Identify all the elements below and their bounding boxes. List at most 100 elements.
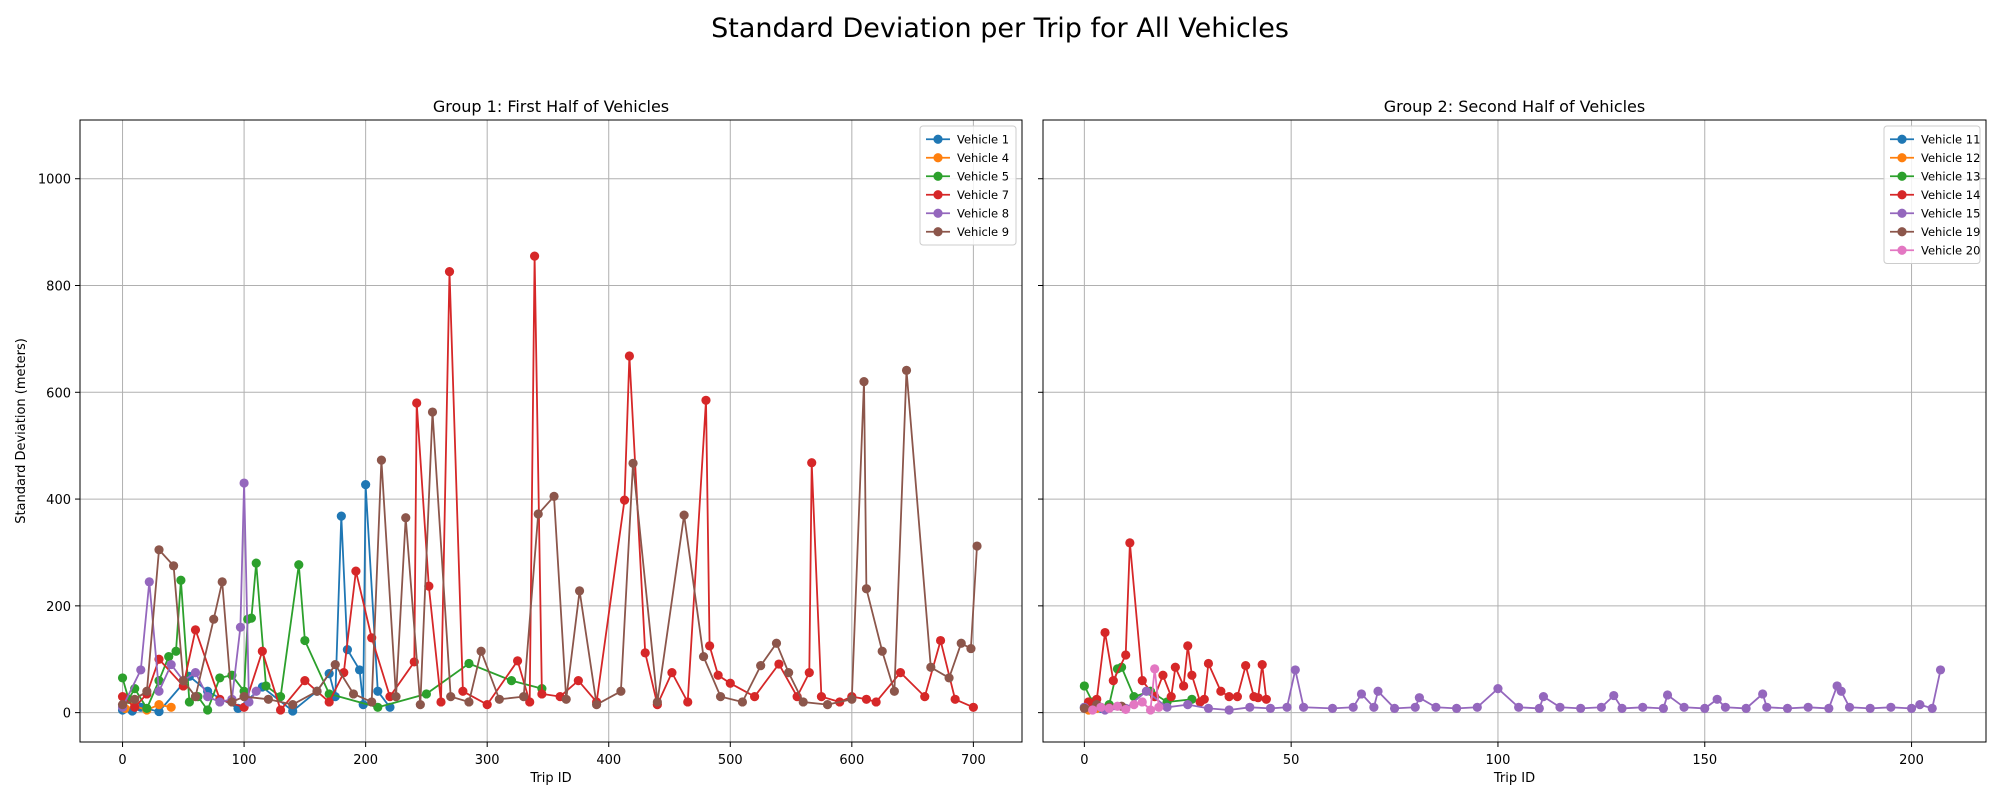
data-point <box>895 667 906 678</box>
legend-swatch-marker <box>933 190 943 200</box>
legend-swatch-marker <box>1897 245 1907 255</box>
data-point <box>1824 703 1834 713</box>
data-point <box>1298 702 1309 712</box>
data-point <box>1369 702 1379 712</box>
legend-item: Vehicle 15 <box>1890 206 1980 220</box>
data-point <box>166 702 176 712</box>
data-point <box>652 697 662 707</box>
data-point <box>901 365 912 376</box>
data-point <box>640 648 650 658</box>
data-point <box>427 407 438 417</box>
data-point <box>263 694 273 704</box>
data-point <box>1906 703 1917 713</box>
legend-swatch-marker <box>1897 153 1907 163</box>
data-point <box>215 673 225 683</box>
data-point <box>944 673 954 683</box>
data-point <box>239 478 249 488</box>
data-point <box>1170 662 1180 672</box>
data-point <box>1199 694 1209 704</box>
data-point <box>464 697 474 707</box>
data-point <box>667 667 677 678</box>
data-point <box>1121 650 1131 660</box>
data-point <box>816 692 827 702</box>
legend-swatch-marker <box>933 227 943 237</box>
data-point <box>190 667 201 678</box>
data-point <box>1088 705 1098 715</box>
x-tick-label: 150 <box>1692 753 1717 768</box>
data-point <box>1927 703 1937 713</box>
legend-swatch-marker <box>1897 208 1907 218</box>
series-vehicle-8 <box>117 478 261 712</box>
legend-item: Vehicle 1 <box>926 132 1009 146</box>
legend-label: Vehicle 15 <box>1921 206 1980 220</box>
data-point <box>771 638 782 648</box>
data-point <box>436 697 446 707</box>
data-point <box>275 705 286 715</box>
data-point <box>1348 702 1358 712</box>
figure-title: Standard Deviation per Trip for All Vehi… <box>711 13 1289 44</box>
data-point <box>1414 693 1424 703</box>
data-point <box>154 545 164 555</box>
y-tick-label: 1000 <box>38 173 71 188</box>
data-point <box>1224 705 1234 715</box>
x-tick-label: 400 <box>596 753 621 768</box>
y-tick-label: 200 <box>46 600 71 615</box>
data-point <box>1079 681 1089 691</box>
data-point <box>168 561 179 571</box>
series-line <box>121 483 257 708</box>
plot-area <box>117 251 982 717</box>
data-point <box>1183 700 1193 710</box>
legend-label: Vehicle 14 <box>1921 188 1980 202</box>
data-point <box>458 686 468 696</box>
data-point <box>1290 665 1300 675</box>
data-point <box>1216 686 1226 696</box>
data-point <box>1700 703 1710 713</box>
legend-swatch-marker <box>933 208 943 218</box>
data-point <box>774 659 784 669</box>
data-point <box>336 511 346 521</box>
data-point <box>217 577 227 587</box>
data-point <box>529 251 540 261</box>
data-point <box>1104 703 1114 713</box>
data-point <box>683 697 693 707</box>
data-point <box>1836 686 1846 696</box>
data-point <box>354 665 365 675</box>
legend-swatch-marker <box>1897 134 1907 144</box>
data-point <box>701 395 711 405</box>
data-point <box>1253 693 1263 703</box>
data-point <box>446 692 456 702</box>
data-point <box>171 646 181 656</box>
data-point <box>1514 702 1524 712</box>
data-point <box>1865 703 1875 713</box>
data-point <box>1534 703 1544 713</box>
y-tick-label: 800 <box>46 280 71 295</box>
data-point <box>968 702 978 712</box>
data-point <box>807 458 817 468</box>
x-axis-label: Trip ID <box>1493 771 1535 786</box>
data-point <box>1638 702 1648 712</box>
data-point <box>178 676 188 686</box>
data-point <box>1203 703 1214 713</box>
data-point <box>1137 697 1147 707</box>
axes-frame <box>79 119 1023 743</box>
series-vehicle-5 <box>117 558 547 715</box>
data-point <box>246 613 256 623</box>
data-point <box>1596 702 1606 712</box>
x-axis-label: Trip ID <box>529 771 571 786</box>
series-vehicle-9 <box>117 365 982 710</box>
data-point <box>1282 702 1292 712</box>
data-point <box>1096 702 1106 712</box>
data-point <box>261 681 271 691</box>
data-point <box>239 692 249 702</box>
legend: Vehicle 11 Vehicle 12 Vehicle 13 Vehicle 14… <box>1883 125 1981 264</box>
data-point <box>1679 702 1689 712</box>
data-point <box>1079 703 1089 713</box>
data-point <box>1141 686 1151 696</box>
data-point <box>713 670 723 680</box>
data-point <box>1327 703 1338 713</box>
legend: Vehicle 1 Vehicle 4 Vehicle 5 Vehicle 7 Vehi… <box>919 125 1017 246</box>
data-point <box>324 697 334 707</box>
y-axis-label: Standard Deviation (meters) <box>14 338 29 524</box>
legend-swatch-marker <box>1897 171 1907 181</box>
data-point <box>203 705 213 715</box>
